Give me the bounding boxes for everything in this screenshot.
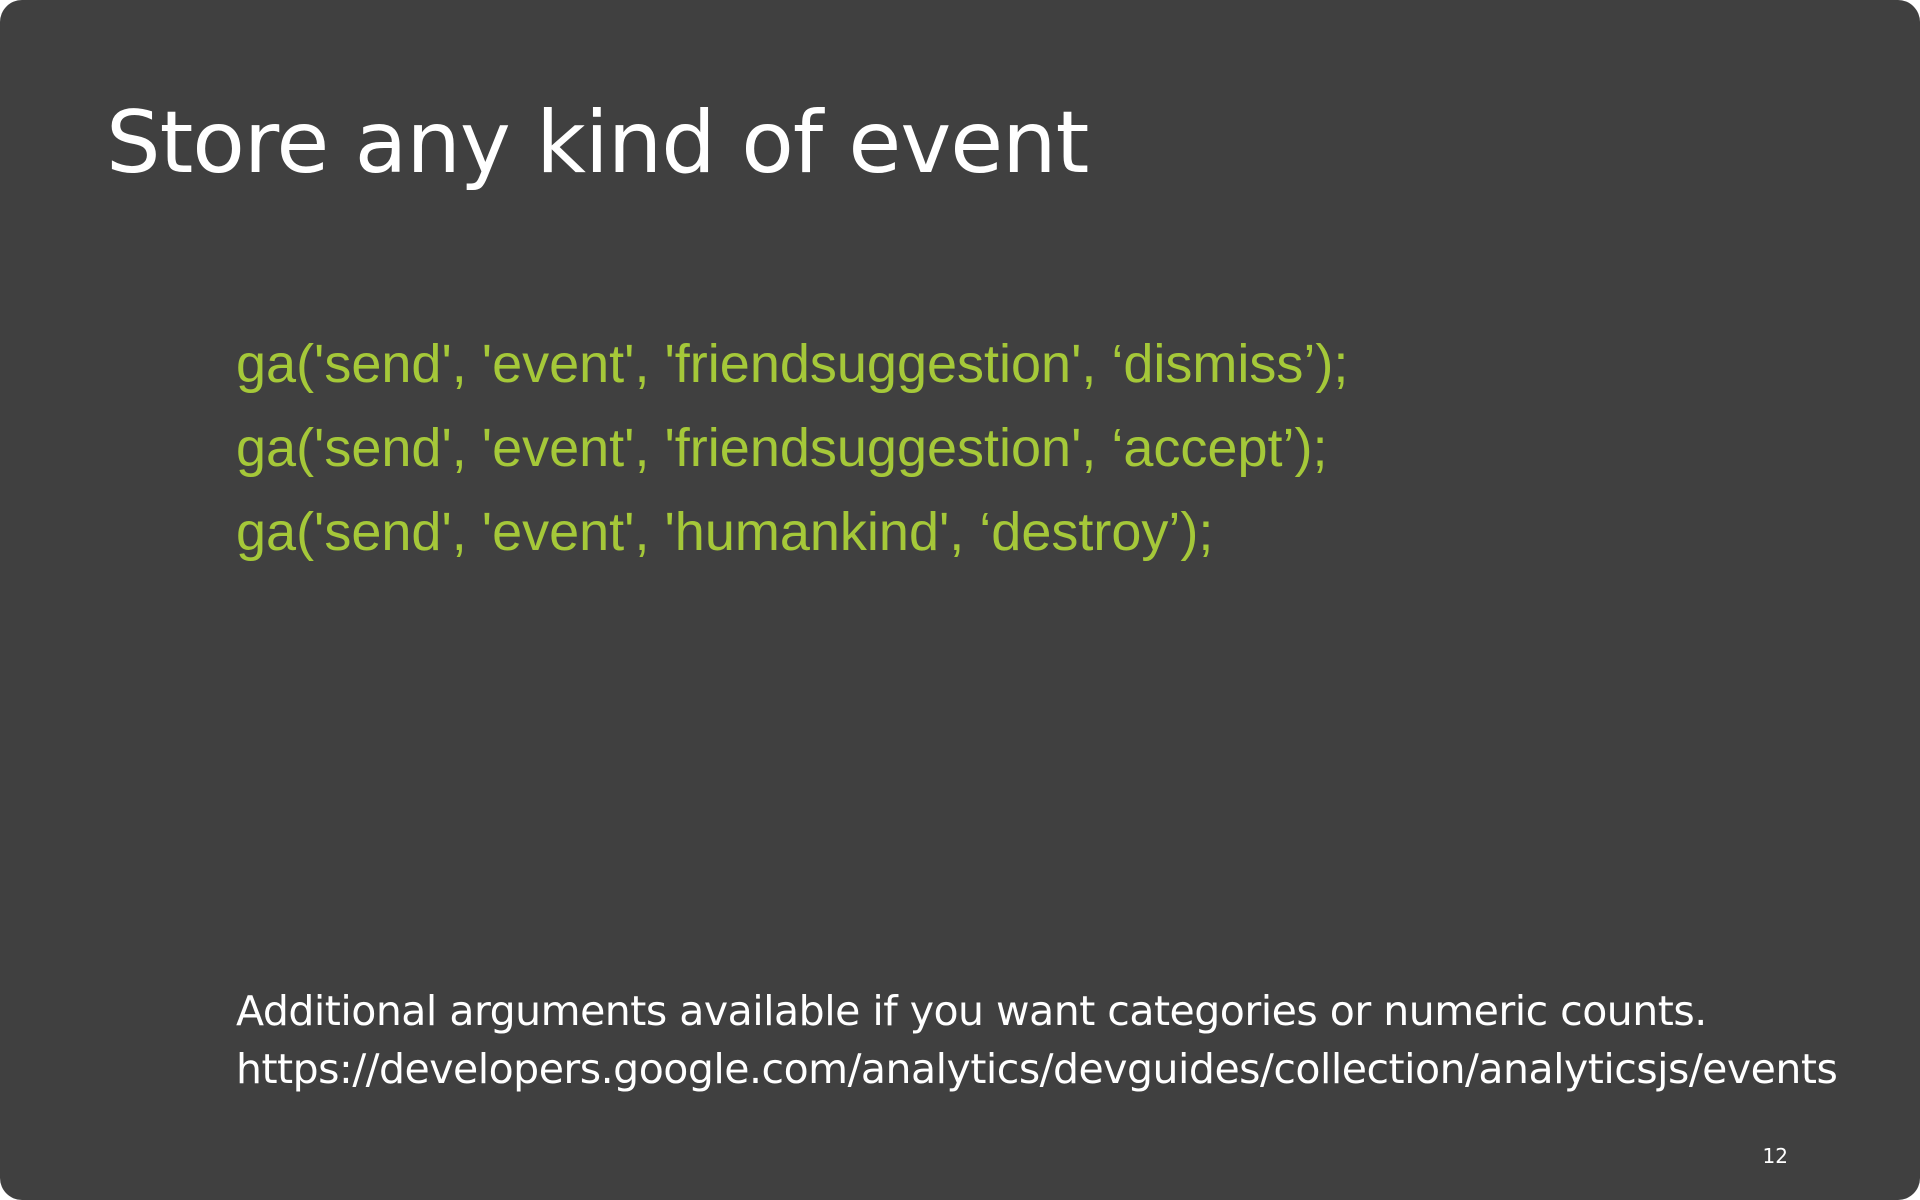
code-example-block: ga('send', 'event', 'friendsuggestion', … xyxy=(236,322,1348,574)
documentation-url: https://developers.google.com/analytics/… xyxy=(236,1045,1838,1093)
code-line-destroy: ga('send', 'event', 'humankind', ‘destro… xyxy=(236,502,1214,562)
code-line-dismiss: ga('send', 'event', 'friendsuggestion', … xyxy=(236,334,1349,394)
footer-note: Additional arguments available if you wa… xyxy=(236,987,1707,1035)
slide-title: Store any kind of event xyxy=(106,93,1089,193)
page-number: 12 xyxy=(1762,1144,1788,1168)
slide-footer: Additional arguments available if you wa… xyxy=(236,982,1838,1098)
code-line-accept: ga('send', 'event', 'friendsuggestion', … xyxy=(236,418,1328,478)
